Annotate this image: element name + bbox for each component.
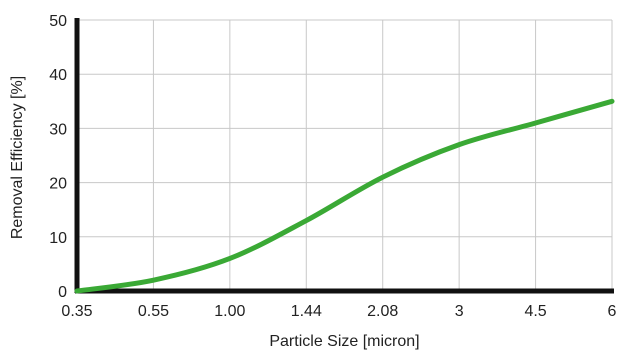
- x-tick-label: 1.44: [291, 303, 322, 320]
- axes: [74, 18, 614, 294]
- x-tick-label: 6: [608, 303, 617, 320]
- y-tick-label: 0: [58, 284, 67, 301]
- y-axis-title: Removal Efficiency [%]: [9, 76, 26, 239]
- x-tick-label: 3: [455, 303, 464, 320]
- y-tick-label: 40: [49, 67, 67, 84]
- x-tick-label: 2.08: [367, 303, 398, 320]
- x-tick-label: 1.00: [214, 303, 245, 320]
- x-tick-label: 4.5: [524, 303, 546, 320]
- tick-labels: 0 10 20 30 40 50 0.35 0.55 1.00 1.44 2.08 3 4.5 6: [49, 13, 616, 320]
- y-tick-label: 10: [49, 230, 67, 247]
- x-tick-label: 0.55: [138, 303, 169, 320]
- grid: [77, 19, 613, 291]
- x-tick-label: 0.35: [61, 303, 92, 320]
- series-layer: [74, 98, 615, 294]
- x-axis-title: Particle Size [micron]: [269, 333, 419, 350]
- y-tick-label: 20: [49, 176, 67, 193]
- series-line-0: [74, 98, 615, 294]
- y-tick-label: 50: [49, 13, 67, 30]
- y-tick-label: 30: [49, 121, 67, 138]
